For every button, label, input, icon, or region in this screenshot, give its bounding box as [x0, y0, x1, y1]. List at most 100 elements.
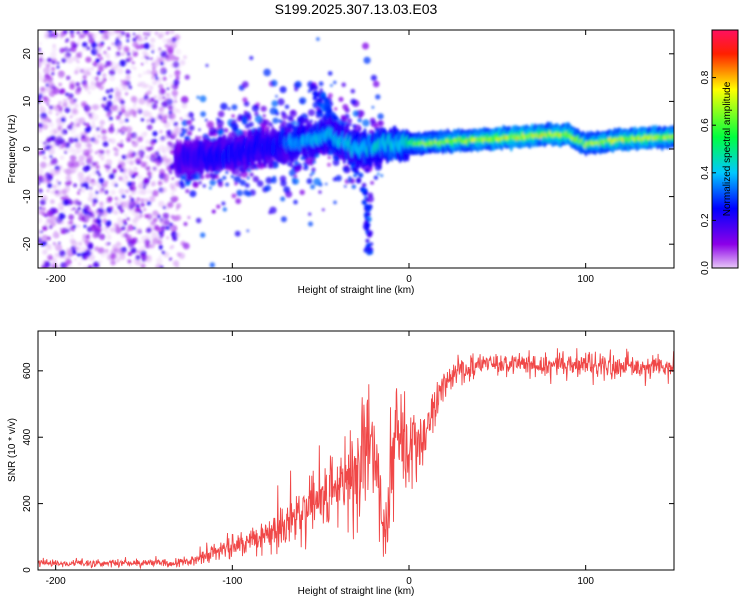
- noise-speckle: [47, 110, 53, 115]
- noise-speckle: [161, 100, 169, 108]
- scatter-blob: [319, 88, 323, 92]
- streak-blob: [362, 200, 367, 205]
- noise-speckle: [38, 122, 44, 129]
- noise-speckle: [162, 212, 170, 220]
- colorbar-gradient: [711, 29, 739, 269]
- noise-speckle: [85, 122, 91, 128]
- noise-speckle: [60, 196, 65, 201]
- noise-speckle: [165, 82, 169, 86]
- noise-speckle: [118, 111, 123, 116]
- y-tick-label: 20: [22, 48, 33, 60]
- noise-speckle: [70, 40, 75, 46]
- noise-speckle: [81, 101, 87, 108]
- noise-speckle: [121, 52, 125, 56]
- noise-speckle: [116, 41, 123, 48]
- noise-speckle: [119, 168, 125, 173]
- noise-speckle: [42, 76, 49, 83]
- noise-speckle: [118, 119, 124, 125]
- noise-speckle: [103, 64, 108, 69]
- noise-speckle: [131, 174, 136, 179]
- noise-speckle: [157, 264, 163, 268]
- streak-blob: [325, 104, 332, 111]
- noise-speckle: [62, 199, 70, 206]
- noise-speckle: [45, 138, 52, 144]
- noise-speckle: [171, 37, 177, 43]
- y-tick-label: 600: [22, 362, 33, 379]
- noise-speckle: [147, 219, 151, 223]
- scatter-blob: [317, 108, 323, 115]
- noise-speckle: [120, 139, 124, 143]
- noise-speckle: [135, 197, 141, 203]
- noise-speckle: [146, 98, 151, 103]
- noise-speckle: [145, 165, 151, 171]
- noise-speckle: [39, 106, 46, 114]
- noise-speckle: [47, 254, 54, 261]
- streak-blob: [312, 95, 318, 101]
- scatter-blob: [183, 222, 188, 226]
- scatter-blob: [363, 56, 371, 64]
- noise-speckle: [42, 249, 48, 255]
- noise-speckle: [72, 250, 77, 255]
- scatter-blob: [243, 189, 250, 196]
- noise-speckle: [100, 134, 104, 138]
- noise-speckle: [70, 234, 74, 237]
- y-tick-label: 0: [22, 567, 33, 573]
- scatter-blob: [251, 104, 260, 113]
- noise-speckle: [58, 165, 63, 170]
- ridge-segment: [675, 128, 679, 143]
- noise-speckle: [74, 137, 79, 143]
- noise-speckle: [63, 210, 67, 214]
- snr-x-ticks: -200 -100 0 100: [46, 331, 594, 587]
- noise-speckle: [89, 83, 97, 91]
- noise-speckle: [135, 157, 142, 164]
- noise-speckle: [46, 236, 51, 241]
- spectrogram-marks: [38, 30, 679, 268]
- noise-speckle: [170, 42, 177, 49]
- noise-speckle: [50, 51, 57, 58]
- scatter-blob: [338, 96, 344, 102]
- noise-speckle: [132, 32, 136, 36]
- scatter-blob: [184, 136, 189, 141]
- noise-speckle: [154, 224, 160, 230]
- noise-speckle: [129, 110, 137, 117]
- scatter-blob: [256, 180, 264, 187]
- noise-speckle: [130, 197, 135, 202]
- noise-speckle: [87, 264, 94, 268]
- noise-speckle: [128, 195, 132, 199]
- noise-speckle: [111, 66, 115, 70]
- noise-speckle: [46, 210, 54, 217]
- scatter-blob: [284, 104, 290, 110]
- scatter-blob: [299, 189, 305, 195]
- noise-speckle: [130, 96, 138, 103]
- noise-speckle: [45, 244, 52, 251]
- noise-speckle: [105, 149, 111, 155]
- noise-speckle: [175, 75, 180, 80]
- scatter-blob: [243, 110, 247, 114]
- scatter-blob: [289, 109, 297, 118]
- scatter-blob: [217, 129, 224, 136]
- noise-speckle: [41, 207, 46, 211]
- colorbar-tick-label: 0.0: [700, 261, 711, 275]
- noise-speckle: [159, 88, 166, 95]
- noise-speckle: [145, 92, 148, 96]
- noise-speckle: [114, 87, 119, 92]
- scatter-blob: [254, 115, 263, 123]
- noise-speckle: [97, 212, 105, 219]
- scatter-blob: [350, 98, 357, 105]
- noise-speckle: [124, 189, 130, 194]
- scatter-blob: [344, 185, 347, 188]
- noise-speckle: [58, 241, 61, 245]
- noise-speckle: [93, 264, 98, 268]
- noise-speckle: [87, 67, 91, 72]
- streak-blob: [333, 115, 338, 121]
- noise-speckle: [172, 260, 180, 267]
- noise-speckle: [162, 38, 168, 44]
- noise-speckle: [116, 127, 120, 131]
- noise-speckle: [122, 172, 128, 178]
- noise-speckle: [53, 128, 59, 134]
- noise-speckle: [144, 36, 148, 40]
- noise-speckle: [155, 76, 159, 81]
- noise-speckle: [46, 102, 50, 106]
- scatter-blob: [222, 175, 227, 180]
- scatter-blob: [280, 180, 287, 187]
